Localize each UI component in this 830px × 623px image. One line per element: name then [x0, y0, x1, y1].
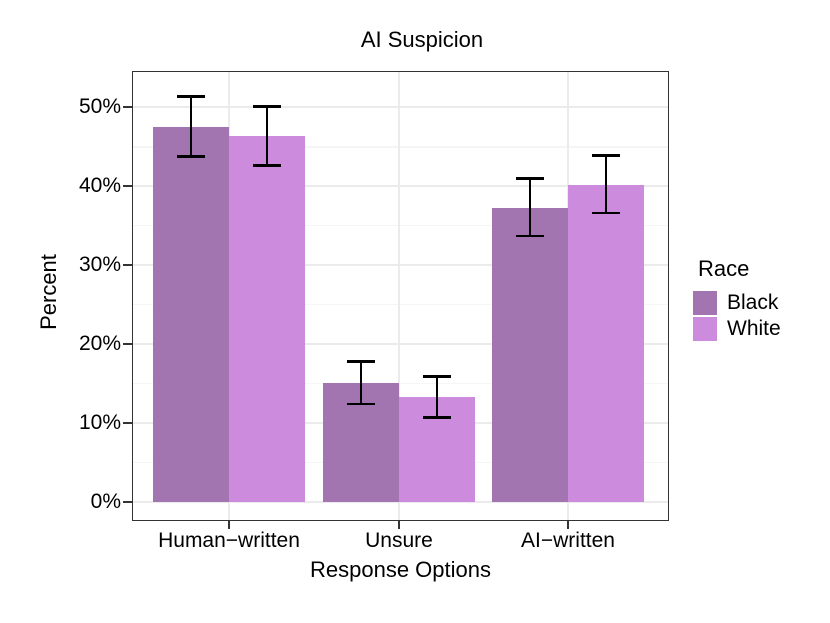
y-tick-label: 50%: [78, 95, 121, 119]
gridline-minor-y: [132, 382, 669, 385]
error-bar-cap-bottom-white-2: [592, 211, 620, 215]
bar-white-0: [229, 135, 305, 503]
gridline-minor-y: [132, 303, 669, 306]
legend-label-white: White: [727, 316, 781, 340]
error-bar-line-white-0: [265, 106, 269, 166]
error-bar-cap-bottom-black-0: [177, 155, 205, 158]
error-bar-line-black-0: [189, 96, 193, 157]
plot-panel: [132, 71, 669, 521]
x-tick-mark: [567, 521, 569, 529]
legend-swatch-black: [693, 290, 717, 315]
gridline-minor-y: [132, 224, 669, 227]
y-tick-mark: [123, 264, 132, 267]
y-tick-label: 0%: [90, 490, 121, 514]
x-tick-mark: [398, 521, 400, 529]
error-bar-cap-bottom-black-2: [516, 234, 544, 238]
error-bar-cap-top-white-0: [253, 105, 281, 108]
legend: Race Black White: [693, 256, 781, 342]
y-tick-mark: [123, 343, 132, 346]
y-tick-mark: [123, 106, 132, 109]
error-bar-cap-top-white-2: [592, 154, 620, 157]
legend-item-white: White: [693, 316, 781, 341]
error-bar-line-white-1: [435, 376, 439, 418]
gridline-major-y: [132, 106, 669, 109]
y-tick-label: 20%: [78, 332, 121, 356]
error-bar-cap-top-black-2: [516, 177, 544, 180]
gridline-minor-y: [132, 146, 669, 148]
y-tick-mark: [123, 501, 132, 504]
bar-white-2: [568, 184, 644, 503]
gridline-major-y: [132, 343, 669, 346]
error-bar-line-black-2: [528, 178, 532, 236]
error-bar-line-black-1: [359, 361, 363, 405]
error-bar-cap-top-black-1: [347, 360, 375, 363]
x-tick-mark: [228, 521, 230, 529]
legend-title: Race: [698, 256, 750, 281]
y-tick-label: 10%: [78, 411, 121, 435]
x-axis-title: Response Options: [310, 557, 491, 582]
error-bar-cap-top-white-1: [423, 375, 451, 378]
x-tick-label: Human−written: [158, 529, 300, 552]
error-bar-line-white-2: [604, 155, 608, 214]
y-tick-mark: [123, 185, 132, 188]
x-tick-label: AI−written: [521, 529, 615, 552]
bar-black-2: [492, 207, 568, 503]
error-bar-cap-bottom-black-1: [347, 402, 375, 406]
x-tick-label: Unsure: [365, 529, 433, 552]
gridline-major-y: [132, 501, 669, 504]
error-bar-cap-bottom-white-1: [423, 416, 451, 419]
y-tick-label: 40%: [78, 174, 121, 198]
chart-title: AI Suspicion: [360, 27, 484, 52]
y-tick-mark: [123, 422, 132, 425]
error-bar-cap-bottom-white-0: [253, 164, 281, 167]
legend-item-black: Black: [693, 290, 781, 315]
gridline-major-y: [132, 185, 669, 188]
bar-black-0: [153, 127, 229, 503]
legend-swatch-white: [693, 316, 717, 341]
gridline-major-y: [132, 264, 669, 267]
legend-label-black: Black: [727, 290, 779, 314]
error-bar-cap-top-black-0: [177, 95, 205, 98]
y-tick-label: 30%: [78, 253, 121, 277]
gridline-major-x: [398, 71, 400, 521]
